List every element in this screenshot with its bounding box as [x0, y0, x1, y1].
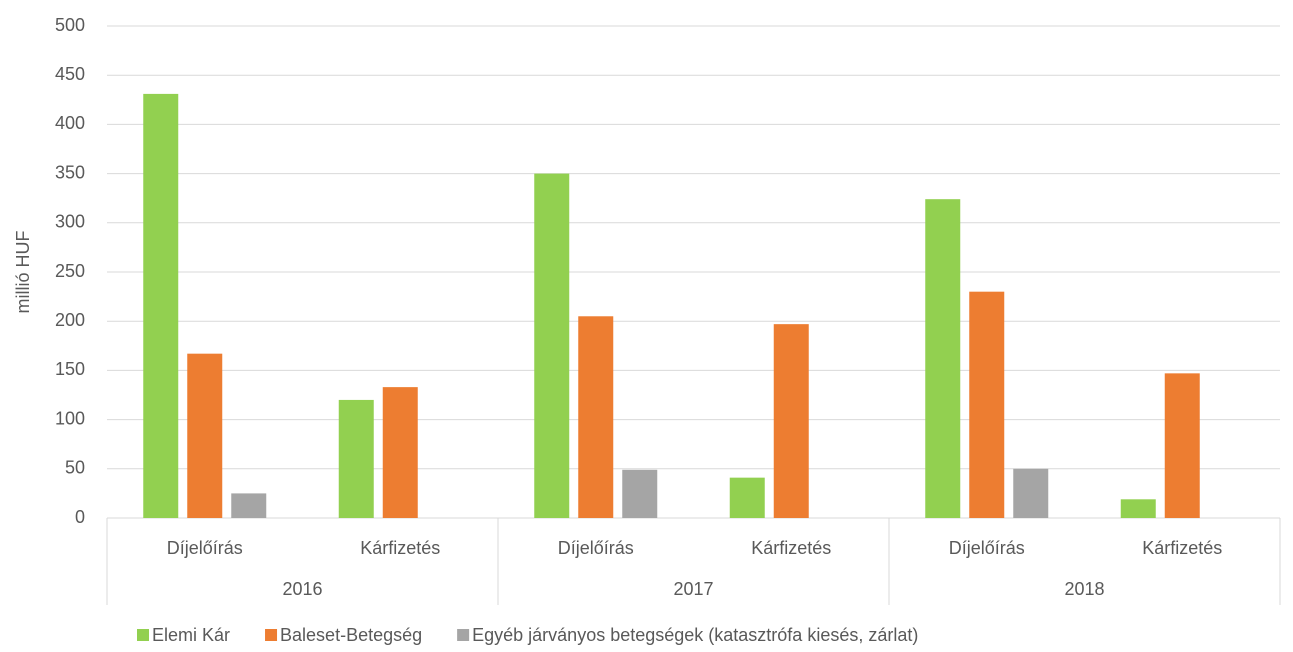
legend-label: Baleset-Betegség	[280, 625, 422, 645]
bar	[773, 324, 809, 518]
y-tick-label: 150	[55, 359, 85, 379]
bar	[622, 469, 658, 518]
y-tick-label: 400	[55, 113, 85, 133]
x-tick-label: Kárfizetés	[1142, 538, 1222, 558]
legend-swatch	[457, 629, 470, 641]
legend-label: Egyéb járványos betegségek (katasztrófa …	[472, 625, 918, 645]
y-tick-label: 450	[55, 64, 85, 84]
group-label: 2018	[1064, 579, 1104, 599]
legend-swatch	[265, 629, 278, 641]
y-tick-label: 500	[55, 15, 85, 35]
x-tick-label: Kárfizetés	[360, 538, 440, 558]
x-tick-label: Díjelőírás	[949, 538, 1025, 558]
y-tick-label: 250	[55, 261, 85, 281]
bar	[143, 93, 179, 519]
x-tick-label: Díjelőírás	[167, 538, 243, 558]
bar	[1164, 373, 1200, 518]
legend-swatch	[137, 629, 149, 641]
bar	[1013, 468, 1049, 518]
bar	[969, 291, 1005, 518]
y-tick-label: 50	[65, 458, 85, 478]
y-tick-label: 0	[75, 507, 85, 527]
bar	[729, 477, 765, 518]
bar	[231, 493, 267, 518]
y-tick-label: 100	[55, 408, 85, 428]
legend-label: Elemi Kár	[152, 625, 230, 645]
bar	[187, 353, 223, 518]
bar	[338, 399, 374, 518]
x-tick-label: Kárfizetés	[751, 538, 831, 558]
group-label: 2017	[673, 579, 713, 599]
bar	[925, 199, 961, 518]
bar	[578, 316, 614, 518]
y-axis-label: millió HUF	[13, 231, 33, 314]
bar	[1120, 499, 1156, 518]
y-tick-label: 300	[55, 212, 85, 232]
bar	[534, 173, 570, 518]
group-label: 2016	[282, 579, 322, 599]
y-tick-label: 350	[55, 162, 85, 182]
y-tick-label: 200	[55, 310, 85, 330]
bar	[382, 387, 418, 518]
x-tick-label: Díjelőírás	[558, 538, 634, 558]
